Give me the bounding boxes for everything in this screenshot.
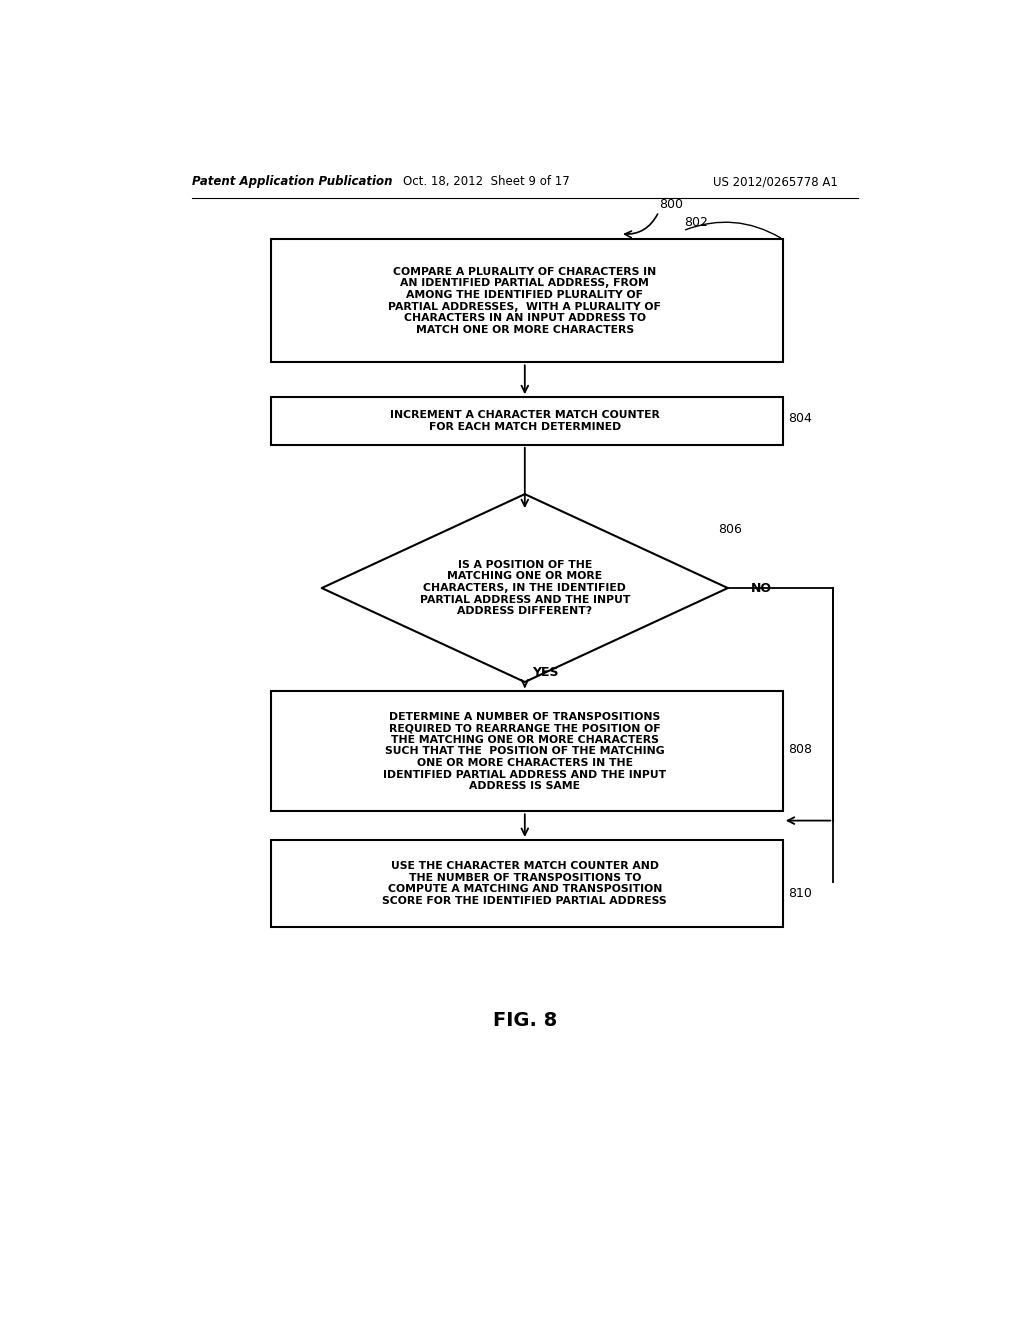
Text: NO: NO xyxy=(751,582,772,594)
Text: 806: 806 xyxy=(719,523,742,536)
Text: US 2012/0265778 A1: US 2012/0265778 A1 xyxy=(713,176,838,187)
Text: DETERMINE A NUMBER OF TRANSPOSITIONS
REQUIRED TO REARRANGE THE POSITION OF
THE M: DETERMINE A NUMBER OF TRANSPOSITIONS REQ… xyxy=(383,711,667,791)
Text: 804: 804 xyxy=(788,412,812,425)
Text: 810: 810 xyxy=(788,887,812,900)
Text: YES: YES xyxy=(532,667,559,680)
Text: 808: 808 xyxy=(788,743,812,756)
Bar xyxy=(271,692,783,812)
Text: USE THE CHARACTER MATCH COUNTER AND
THE NUMBER OF TRANSPOSITIONS TO
COMPUTE A MA: USE THE CHARACTER MATCH COUNTER AND THE … xyxy=(383,861,667,906)
FancyArrowPatch shape xyxy=(685,222,780,238)
Bar xyxy=(271,239,783,363)
Text: FIG. 8: FIG. 8 xyxy=(493,1011,557,1031)
Text: COMPARE A PLURALITY OF CHARACTERS IN
AN IDENTIFIED PARTIAL ADDRESS, FROM
AMONG T: COMPARE A PLURALITY OF CHARACTERS IN AN … xyxy=(388,267,662,335)
Text: IS A POSITION OF THE
MATCHING ONE OR MORE
CHARACTERS, IN THE IDENTIFIED
PARTIAL : IS A POSITION OF THE MATCHING ONE OR MOR… xyxy=(420,560,630,616)
Bar xyxy=(271,397,783,445)
Text: 802: 802 xyxy=(684,216,709,230)
Text: INCREMENT A CHARACTER MATCH COUNTER
FOR EACH MATCH DETERMINED: INCREMENT A CHARACTER MATCH COUNTER FOR … xyxy=(390,411,659,432)
Bar xyxy=(271,840,783,927)
Text: 800: 800 xyxy=(658,198,683,211)
Text: Oct. 18, 2012  Sheet 9 of 17: Oct. 18, 2012 Sheet 9 of 17 xyxy=(403,176,570,187)
Text: Patent Application Publication: Patent Application Publication xyxy=(191,176,392,187)
FancyArrowPatch shape xyxy=(625,214,657,238)
